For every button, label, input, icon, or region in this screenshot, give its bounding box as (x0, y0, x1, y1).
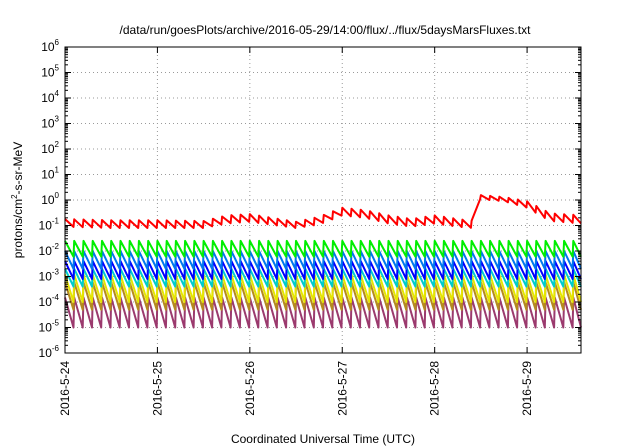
y-tick-label: 10-2 (39, 242, 60, 258)
x-tick-label: 2016-5-24 (58, 361, 72, 416)
y-tick-label: 10-4 (39, 293, 60, 309)
y-tick-label: 103 (41, 115, 59, 131)
y-tick-label: 10-1 (39, 217, 60, 233)
y-tick-label: 104 (41, 89, 59, 105)
x-tick-label: 2016-5-29 (520, 361, 534, 416)
y-axis-label-sup: 2 (10, 194, 19, 199)
y-axis-label-prefix: protons/cm (11, 199, 25, 258)
y-tick-label: 106 (41, 38, 59, 54)
y-axis-ticks: 10-6 10-5 10-4 10-3 10-2 10-1 100 101 102 103 104 1… (39, 38, 581, 360)
y-tick-label: 10-3 (39, 268, 60, 284)
series-layer (64, 194, 582, 329)
y-tick-label: 102 (41, 140, 59, 156)
series-line (64, 260, 582, 280)
series-line (64, 250, 582, 270)
chart-title: /data/run/goesPlots/archive/2016-05-29/1… (120, 23, 532, 37)
x-axis-label: Coordinated Universal Time (UTC) (231, 432, 415, 446)
y-axis-label-suffix: -s-sr-MeV (11, 142, 25, 195)
x-tick-label: 2016-5-28 (428, 361, 442, 416)
series-line (64, 239, 582, 258)
y-tick-label: 105 (41, 64, 59, 80)
x-tick-label: 2016-5-27 (335, 361, 349, 416)
x-axis-ticks: 2016-5-24 2016-5-25 2016-5-26 2016-5-27 2016… (58, 47, 534, 416)
y-tick-label: 100 (41, 191, 59, 207)
series-line (64, 194, 582, 229)
y-tick-label: 101 (41, 166, 59, 182)
y-tick-label: 10-6 (39, 344, 60, 360)
x-tick-label: 2016-5-25 (150, 361, 164, 416)
y-axis-label: protons/cm2-s-sr-MeV (10, 142, 25, 258)
series-line (64, 273, 582, 303)
y-tick-label: 10-5 (39, 319, 60, 335)
x-tick-label: 2016-5-26 (243, 361, 257, 416)
series-line (64, 296, 582, 329)
